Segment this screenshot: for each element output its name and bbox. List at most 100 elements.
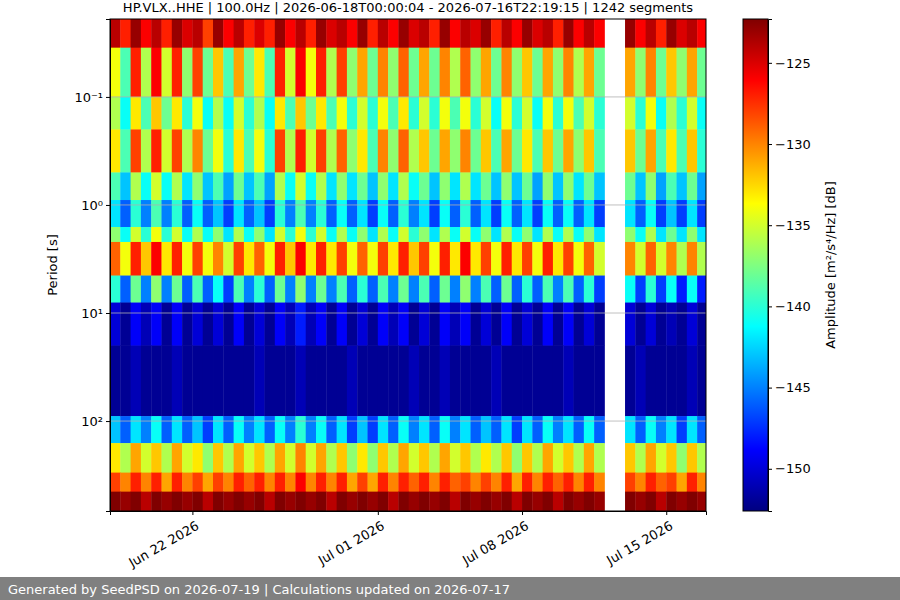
heatmap-cell: [295, 172, 306, 200]
heatmap-cell: [110, 200, 121, 227]
heatmap-cell: [172, 276, 183, 303]
heatmap-cell: [429, 227, 440, 242]
heatmap-cell: [120, 129, 131, 172]
heatmap-cell: [234, 443, 245, 473]
heatmap-cell: [306, 200, 317, 227]
heatmap-cell: [254, 346, 265, 417]
heatmap-cell: [162, 227, 173, 242]
heatmap-cell: [419, 19, 430, 48]
heatmap-cell: [625, 416, 636, 443]
heatmap-cell: [223, 276, 234, 303]
heatmap-cell: [223, 416, 234, 443]
heatmap-cell: [162, 129, 173, 172]
heatmap-cell: [368, 97, 379, 130]
heatmap-cell: [625, 346, 636, 417]
heatmap-cell: [151, 492, 162, 511]
heatmap-cell: [635, 129, 646, 172]
heatmap-cell: [409, 276, 420, 303]
heatmap-cell: [563, 416, 574, 443]
heatmap-cell: [295, 346, 306, 417]
heatmap-cell: [450, 346, 461, 417]
heatmap-cell: [419, 492, 430, 511]
heatmap-cell: [347, 443, 358, 473]
heatmap-cell: [182, 227, 193, 242]
heatmap-cell: [656, 227, 667, 242]
heatmap-cell: [491, 443, 502, 473]
heatmap-cell: [213, 443, 224, 473]
x-axis: Jun 22 2026Jul 01 2026Jul 08 2026Jul 15 …: [111, 511, 707, 571]
heatmap-cell: [491, 416, 502, 443]
heatmap-cell: [543, 242, 554, 276]
heatmap-cell: [481, 19, 492, 48]
heatmap-cell: [687, 19, 698, 48]
heatmap-cell: [347, 200, 358, 227]
heatmap-cell: [285, 48, 296, 98]
heatmap-cell: [285, 200, 296, 227]
grid-line-y: [110, 204, 706, 205]
heatmap-cell: [306, 19, 317, 48]
heatmap-cell: [563, 200, 574, 227]
heatmap-cell: [460, 443, 471, 473]
heatmap-cell: [522, 346, 533, 417]
heatmap-cell: [357, 416, 368, 443]
heatmap-cell: [532, 492, 543, 511]
heatmap-cell: [501, 227, 512, 242]
heatmap-cell: [460, 227, 471, 242]
heatmap-cell: [131, 492, 142, 511]
heatmap-cell: [162, 492, 173, 511]
heatmap-cell: [151, 200, 162, 227]
y-tick-mark: [106, 205, 110, 206]
heatmap-cell: [192, 227, 203, 242]
heatmap-cell: [553, 303, 564, 346]
heatmap-cell: [666, 492, 677, 511]
heatmap-cell: [368, 48, 379, 98]
heatmap-cell: [625, 227, 636, 242]
heatmap-cell: [213, 97, 224, 130]
heatmap-cell: [234, 129, 245, 172]
heatmap-cell: [316, 492, 327, 511]
heatmap-cell: [316, 129, 327, 172]
heatmap-cell: [656, 48, 667, 98]
heatmap-cell: [357, 443, 368, 473]
heatmap-cell: [532, 346, 543, 417]
heatmap-cell: [409, 303, 420, 346]
heatmap-cell: [625, 172, 636, 200]
heatmap-cell: [398, 473, 409, 492]
heatmap-cell: [522, 19, 533, 48]
heatmap-cell: [697, 416, 706, 443]
heatmap-cell: [553, 416, 564, 443]
heatmap-cell: [594, 492, 605, 511]
heatmap-cell: [419, 303, 430, 346]
heatmap-cell: [275, 129, 286, 172]
heatmap-cell: [244, 303, 255, 346]
heatmap-cell: [532, 48, 543, 98]
heatmap-cell: [223, 97, 234, 130]
heatmap-cell: [388, 473, 399, 492]
heatmap-cell: [244, 172, 255, 200]
x-tick: Jul 15 2026: [603, 511, 675, 568]
heatmap-cell: [563, 473, 574, 492]
heatmap-cell: [141, 129, 152, 172]
colorbar-tick: −150: [768, 461, 811, 476]
heatmap-cell: [656, 172, 667, 200]
heatmap-cell: [378, 242, 389, 276]
grid-line-y: [110, 421, 706, 422]
heatmap-cell: [326, 416, 337, 443]
heatmap-cell: [666, 48, 677, 98]
heatmap-cell: [563, 129, 574, 172]
heatmap-cell: [419, 172, 430, 200]
heatmap-cell: [543, 416, 554, 443]
heatmap-cell: [368, 346, 379, 417]
heatmap-cell: [584, 227, 595, 242]
heatmap-cell: [192, 492, 203, 511]
heatmap-cell: [192, 129, 203, 172]
heatmap-cell: [244, 473, 255, 492]
heatmap-cell: [491, 48, 502, 98]
heatmap-cell: [429, 276, 440, 303]
heatmap-cell: [213, 303, 224, 346]
heatmap-cell: [656, 200, 667, 227]
heatmap-cell: [625, 492, 636, 511]
heatmap-cell: [378, 97, 389, 130]
heatmap-cell: [635, 227, 646, 242]
heatmap-cell: [265, 97, 276, 130]
